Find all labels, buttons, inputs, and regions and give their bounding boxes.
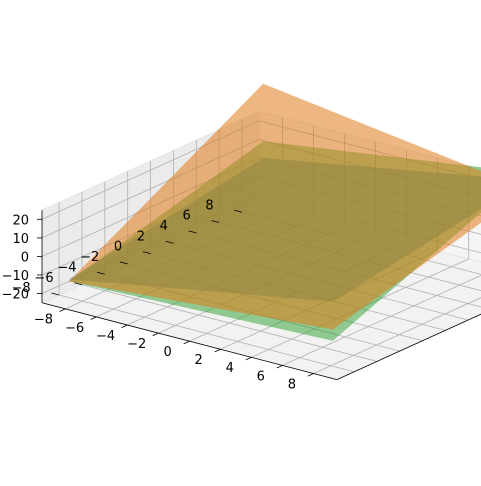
x-tick-mark <box>183 340 190 345</box>
x-tick-mark <box>276 365 283 369</box>
x-tick-mark <box>121 324 128 328</box>
y-tick-label: −4 <box>57 260 76 275</box>
x-tick-label: 2 <box>195 353 203 368</box>
z-tick-label: 10 <box>12 232 29 247</box>
z-tick-label: −10 <box>2 269 29 284</box>
x-tick-mark <box>90 316 97 320</box>
y-tick-mark <box>142 251 151 254</box>
surface-plane-3 <box>68 83 481 330</box>
x-tick-mark <box>59 308 66 312</box>
x-tick-mark <box>245 356 252 361</box>
x-tick-mark <box>214 348 221 353</box>
y-tick-label: −8 <box>12 281 31 296</box>
z-tick-label: 0 <box>21 250 29 265</box>
x-tick-label: −2 <box>127 337 146 352</box>
x-tick-mark <box>152 332 159 337</box>
y-tick-label: −2 <box>80 250 99 265</box>
floor-grid-y-line <box>81 284 378 362</box>
x-tick-label: 8 <box>288 377 296 392</box>
y-tick-mark <box>211 220 220 223</box>
y-tick-label: 0 <box>114 240 122 255</box>
y-tick-mark <box>96 271 105 275</box>
y-tick-mark <box>119 261 128 265</box>
surface-planes <box>68 83 481 341</box>
y-tick-label: 2 <box>137 229 145 244</box>
x-tick-label: −4 <box>96 329 115 344</box>
z-tick-label: 20 <box>12 213 29 228</box>
y-tick-label: 4 <box>160 219 168 234</box>
z-tick-label: −20 <box>2 288 29 303</box>
floor-grid-y-line <box>58 294 355 373</box>
x-axis-line <box>41 302 338 380</box>
axis-lines <box>37 209 481 380</box>
x-tick-mark <box>307 373 314 377</box>
x-tick-label: −8 <box>34 313 53 328</box>
x-tick-label: −6 <box>65 321 84 336</box>
y-tick-mark <box>74 282 83 286</box>
y-tick-mark <box>51 292 60 296</box>
y-tick-mark <box>188 230 197 234</box>
y-tick-mark <box>234 209 243 213</box>
y-tick-label: −6 <box>34 271 53 286</box>
y-tick-mark <box>165 240 174 244</box>
y-tick-label: 8 <box>205 198 213 213</box>
y-axis-line <box>336 313 481 380</box>
y-tick-label: 6 <box>183 209 191 224</box>
x-tick-label: 0 <box>164 345 172 360</box>
x-tick-label: 6 <box>257 369 265 384</box>
x-tick-label: 4 <box>226 361 234 376</box>
